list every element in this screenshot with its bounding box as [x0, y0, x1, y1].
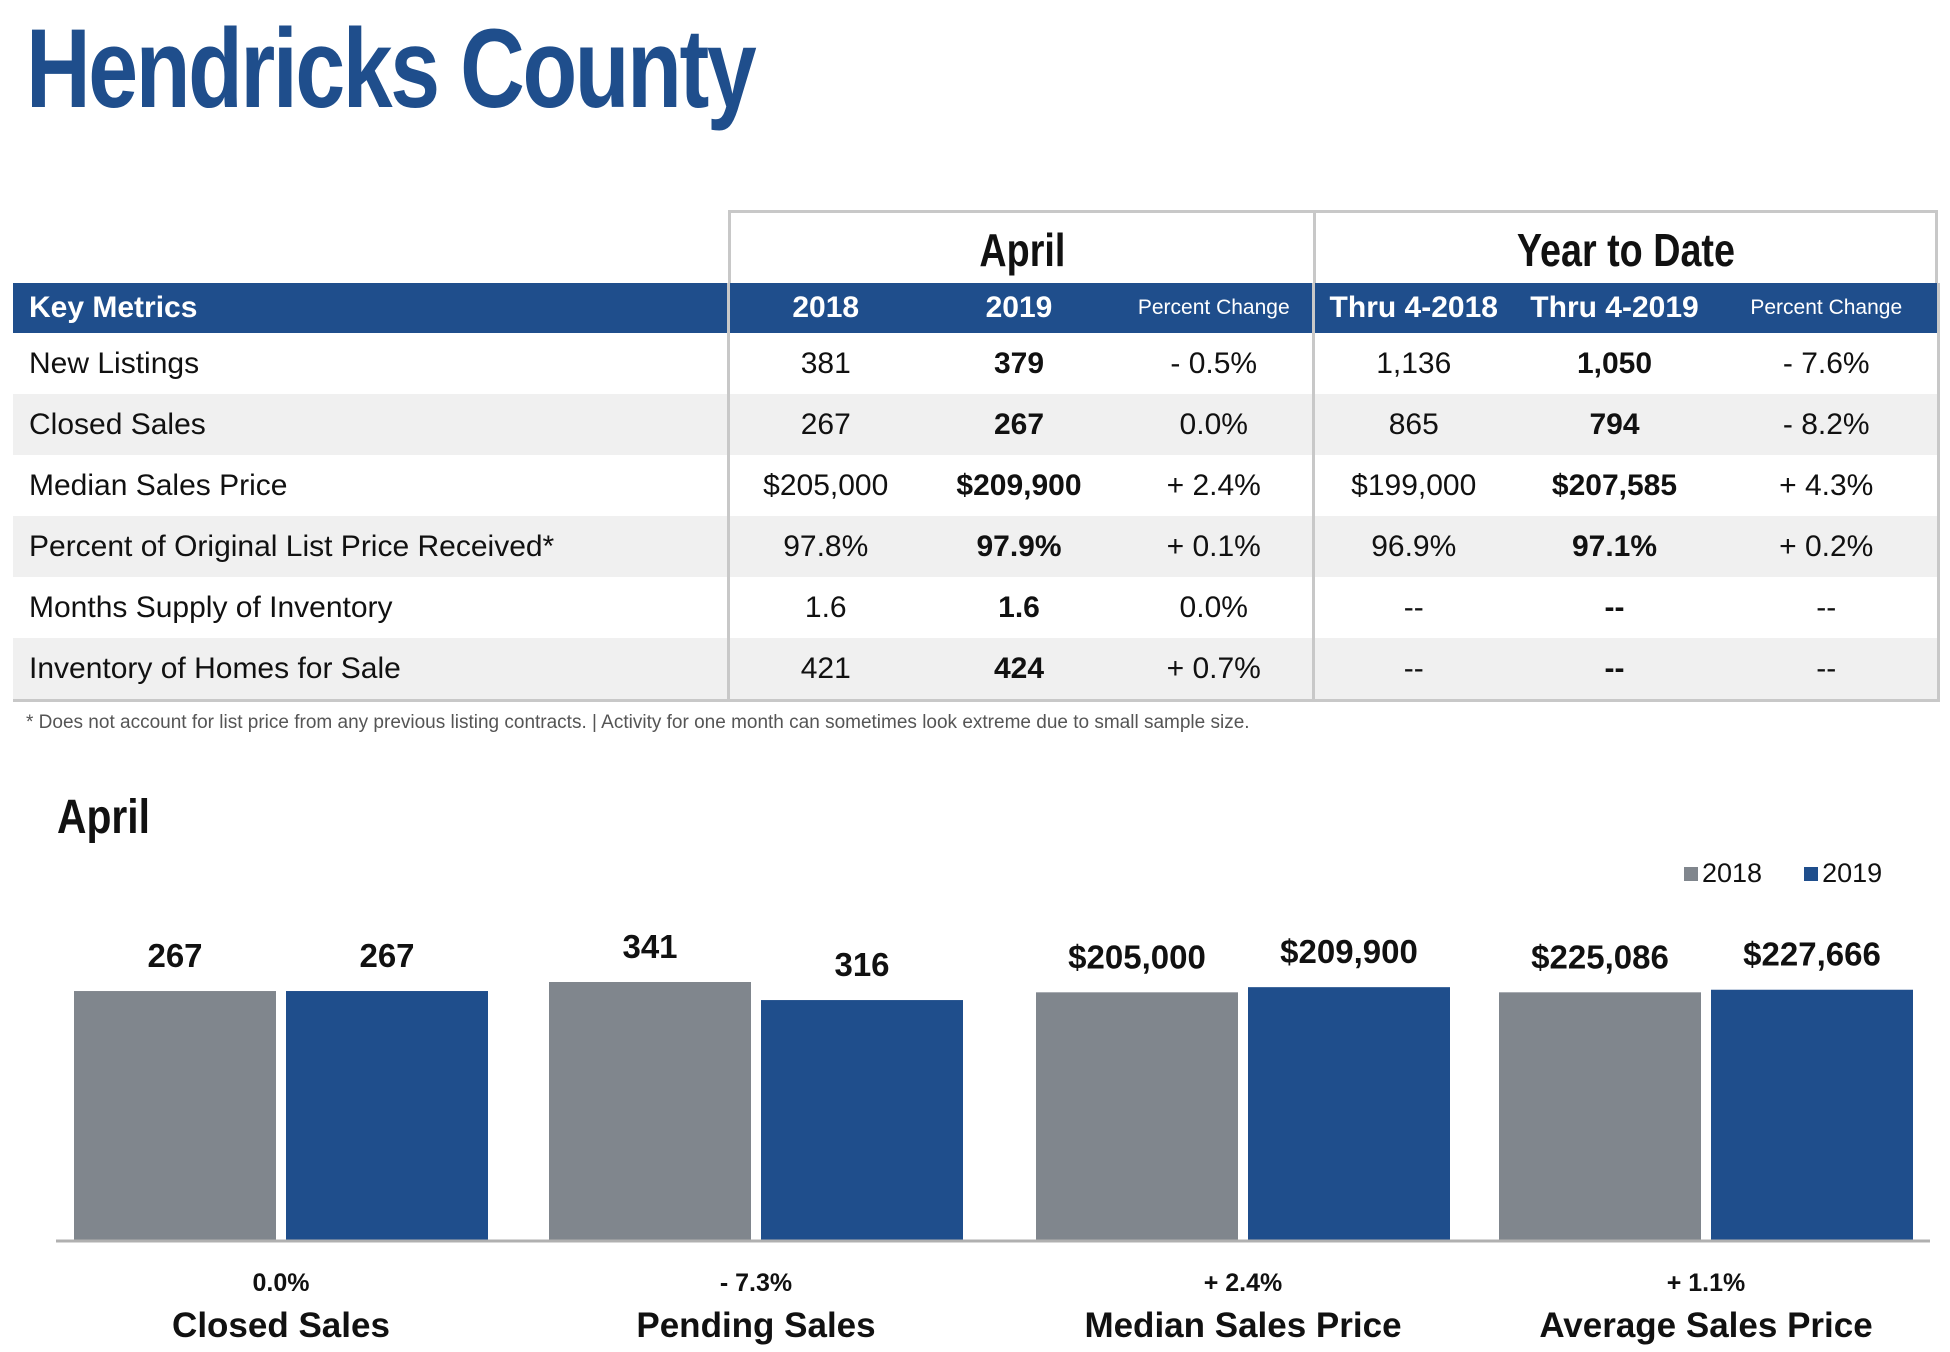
category-label-1: Pending Sales	[636, 1306, 875, 1345]
legend-swatch-2018	[1684, 866, 1698, 881]
bar-2018-2	[1036, 992, 1238, 1240]
table-cell: $205,000	[763, 468, 889, 502]
row-label: Closed Sales	[13, 394, 730, 455]
table-cell: --	[1513, 638, 1716, 702]
legend-item-2018: 2018	[1684, 858, 1762, 889]
column-header-percent-change: Percent Change	[1116, 283, 1315, 333]
table-cell: + 2.4%	[1116, 455, 1315, 516]
ytd-group-header: Year to Date	[1313, 210, 1938, 286]
legend-label-2019: 2019	[1822, 858, 1883, 888]
table-cell: 381	[800, 346, 851, 380]
table-cell: 97.8%	[728, 516, 922, 577]
column-header-2018: 2018	[728, 283, 922, 333]
table-cell: 421	[728, 638, 922, 702]
change-label-0: 0.0%	[253, 1269, 310, 1297]
april-group-header: April	[728, 210, 1316, 286]
table-cell: --	[1716, 638, 1940, 702]
table-cell: - 7.6%	[1716, 333, 1940, 394]
row-label: Inventory of Homes for Sale	[13, 638, 730, 702]
bar-2019-2	[1248, 987, 1450, 1240]
table-cell: $207,585	[1551, 468, 1678, 502]
page-title: Hendricks County	[26, 6, 757, 131]
bar-2018-0	[74, 991, 276, 1240]
chart-title: April	[57, 791, 150, 844]
table-cell: 0.0%	[1116, 577, 1315, 638]
change-label-1: - 7.3%	[720, 1269, 792, 1297]
key-metrics-table: Key Metrics 2018 2019 Percent Change Thr…	[13, 283, 1940, 702]
data-label-2019-0: 267	[359, 937, 414, 974]
table-cell: 267	[728, 394, 922, 455]
table-row: Closed Sales 267 267 0.0% 865 794 - 8.2%	[13, 394, 1940, 455]
data-label-2019-3: $227,666	[1743, 936, 1881, 973]
table-cell: $199,000	[1351, 468, 1477, 502]
column-header-2019: 2019	[922, 283, 1116, 333]
table-cell: 424	[922, 638, 1116, 702]
category-label-3: Average Sales Price	[1539, 1306, 1872, 1345]
column-header-thru-2019: Thru 4-2019	[1513, 283, 1716, 333]
table-cell: $209,900	[956, 468, 1082, 502]
table-cell: + 0.1%	[1116, 516, 1315, 577]
legend-swatch-2019	[1804, 866, 1819, 881]
bar-2018-1	[549, 982, 751, 1240]
table-cell: 96.9%	[1313, 516, 1513, 577]
column-header-ytd-percent-change: Percent Change	[1716, 283, 1940, 333]
legend-label-2018: 2018	[1702, 858, 1763, 888]
bar-2019-0	[286, 991, 488, 1240]
table-cell: - 0.5%	[1116, 333, 1315, 394]
table-cell: 97.1%	[1513, 516, 1716, 577]
data-label-2018-3: $225,086	[1531, 938, 1669, 975]
table-cell: + 0.2%	[1716, 516, 1940, 577]
footnote: * Does not account for list price from a…	[26, 712, 1250, 733]
change-label-3: + 1.1%	[1667, 1269, 1746, 1297]
category-label-0: Closed Sales	[172, 1306, 390, 1345]
row-label: Percent of Original List Price Received*	[13, 516, 730, 577]
row-label: Months Supply of Inventory	[13, 577, 730, 638]
row-label: New Listings	[13, 333, 730, 394]
table-cell: 1.6	[804, 590, 847, 624]
table-cell: --	[1313, 638, 1513, 702]
bar-chart: 267 267 0.0% Closed Sales 341 316 - 7.3% Pendin…	[56, 928, 1930, 1345]
bar-2018-3	[1499, 992, 1701, 1240]
data-label-2019-1: 316	[834, 946, 889, 983]
table-cell: + 4.3%	[1716, 455, 1940, 516]
table-row: Percent of Original List Price Received*…	[13, 516, 1940, 577]
table-row: Median Sales Price $205,000 $209,900 + 2…	[13, 455, 1940, 516]
table-row: Months Supply of Inventory 1.6 1.6 0.0% …	[13, 577, 1940, 638]
table-cell: 1,050	[1576, 346, 1653, 380]
data-label-2018-2: $205,000	[1068, 938, 1206, 975]
table-cell: 267	[922, 394, 1116, 455]
bar-2019-1	[761, 1000, 963, 1240]
legend-item-2019: 2019	[1804, 858, 1882, 889]
table-row: New Listings 381 379 - 0.5% 1,136 1,050 …	[13, 333, 1940, 394]
column-header-key-metrics: Key Metrics	[13, 283, 730, 333]
table-cell: --	[1403, 590, 1424, 624]
table-cell: 379	[993, 346, 1045, 380]
table-cell: --	[1604, 590, 1625, 624]
table-cell: - 8.2%	[1716, 394, 1940, 455]
table-cell: 0.0%	[1116, 394, 1315, 455]
table-header-row: Key Metrics 2018 2019 Percent Change Thr…	[13, 283, 1940, 333]
table-cell: 1,136	[1376, 346, 1452, 380]
row-label: Median Sales Price	[13, 455, 730, 516]
data-label-2018-0: 267	[147, 937, 202, 974]
change-label-2: + 2.4%	[1204, 1269, 1283, 1297]
table-cell: --	[1716, 577, 1940, 638]
table-cell: + 0.7%	[1116, 638, 1315, 702]
data-label-2019-2: $209,900	[1280, 933, 1418, 970]
bar-2019-3	[1711, 989, 1913, 1240]
table-cell: 97.9%	[922, 516, 1116, 577]
data-label-2018-1: 341	[622, 928, 677, 965]
category-label-2: Median Sales Price	[1084, 1306, 1401, 1345]
table-cell: 865	[1313, 394, 1513, 455]
table-cell: 794	[1513, 394, 1716, 455]
table-cell: 1.6	[998, 590, 1040, 624]
column-header-thru-2018: Thru 4-2018	[1313, 283, 1513, 333]
chart-legend: 2018 2019	[1684, 858, 1882, 889]
table-row: Inventory of Homes for Sale 421 424 + 0.…	[13, 638, 1940, 702]
